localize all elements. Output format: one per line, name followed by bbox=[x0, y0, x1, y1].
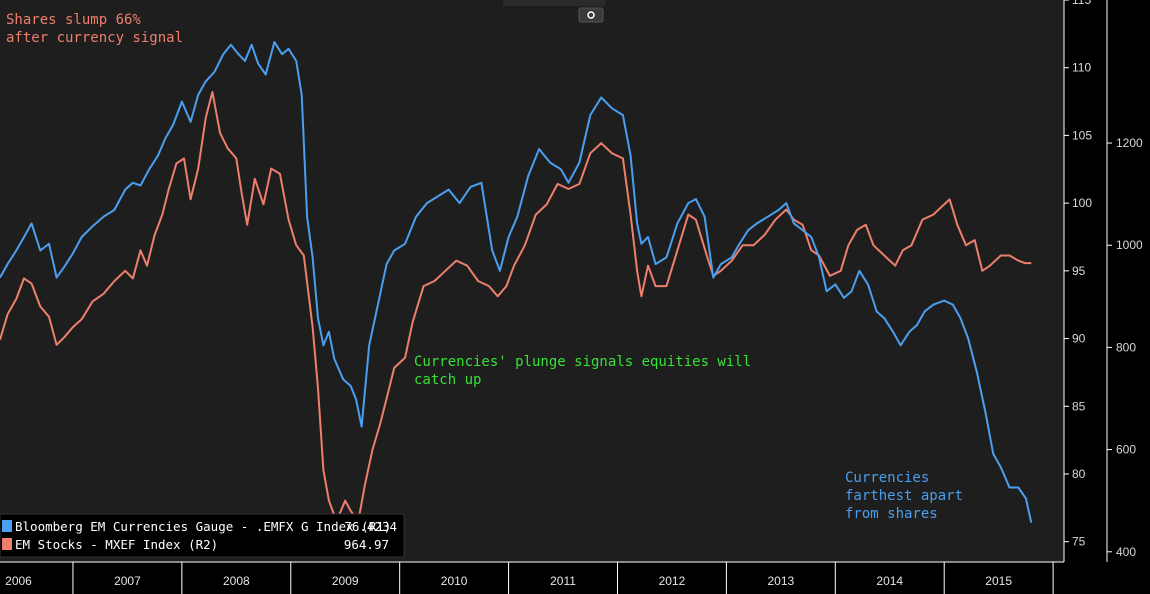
annotation-middle-line-1: Currencies' plunge signals equities will bbox=[414, 354, 751, 370]
legend-label-stocks: EM Stocks - MXEF Index (R2) bbox=[15, 537, 218, 552]
r2-tick-label: 1000 bbox=[1116, 238, 1143, 252]
legend-value-currencies: 76.4234 bbox=[344, 519, 397, 534]
r2-tick-label: 400 bbox=[1116, 545, 1136, 559]
right-axes: 75 80 85 90 95 100 105 110 115 400 600 800 1000 1200 bbox=[1063, 0, 1143, 562]
r1-tick-label: 105 bbox=[1072, 128, 1092, 142]
x-tick-label: 2006 bbox=[5, 574, 32, 588]
annotation-top-left-line-2: after currency signal bbox=[6, 30, 183, 46]
x-tick-label: 2009 bbox=[332, 574, 359, 588]
legend-background bbox=[0, 513, 405, 558]
x-tick-label: 2008 bbox=[223, 574, 250, 588]
x-tick-label: 2013 bbox=[767, 574, 794, 588]
r1-tick-label: 80 bbox=[1072, 467, 1086, 481]
annotation-bottom-right-line-1: Currencies bbox=[845, 470, 929, 486]
r1-tick-label: 90 bbox=[1072, 332, 1086, 346]
r1-tick-label: 100 bbox=[1072, 196, 1092, 210]
x-tick-label: 2014 bbox=[876, 574, 903, 588]
toolbar-background bbox=[503, 0, 605, 6]
toolbar bbox=[503, 0, 605, 23]
x-tick-label: 2015 bbox=[985, 574, 1012, 588]
plot-area bbox=[0, 0, 1064, 562]
x-tick-label: 2010 bbox=[441, 574, 468, 588]
x-tick-label: 2011 bbox=[550, 574, 576, 588]
annotation-top-left-line-1: Shares slump 66% bbox=[6, 12, 141, 28]
r2-tick-label: 600 bbox=[1116, 443, 1136, 457]
series-line-currencies bbox=[0, 41, 1033, 523]
legend-value-stocks: 964.97 bbox=[344, 537, 389, 552]
x-tick-label: 2007 bbox=[114, 574, 141, 588]
r1-tick-label: 85 bbox=[1072, 399, 1086, 413]
annotation-bottom-right-line-3: from shares bbox=[845, 506, 938, 522]
legend-label-currencies: Bloomberg EM Currencies Gauge - .EMFX G … bbox=[15, 519, 391, 534]
toolbar-button-options[interactable] bbox=[578, 7, 604, 23]
r1-tick-label: 95 bbox=[1072, 264, 1086, 278]
r2-tick-label: 1200 bbox=[1116, 136, 1143, 150]
series-lines bbox=[0, 41, 1033, 523]
annotation-bottom-right-line-2: farthest apart bbox=[845, 488, 963, 504]
x-axis-background bbox=[0, 562, 1064, 594]
series-line-stocks bbox=[0, 91, 1032, 523]
x-axis: 2006 2007 2008 2009 2010 2011 2012 2013 2014 2015 bbox=[0, 561, 1064, 594]
r1-tick-label: 115 bbox=[1072, 0, 1091, 7]
r1-tick-label: 110 bbox=[1072, 61, 1091, 75]
legend-swatch-currencies bbox=[2, 520, 12, 532]
r1-tick-label: 75 bbox=[1072, 535, 1086, 549]
settings-icon[interactable] bbox=[587, 11, 595, 19]
legend: Bloomberg EM Currencies Gauge - .EMFX G … bbox=[0, 513, 405, 558]
annotation-middle-line-2: catch up bbox=[414, 372, 481, 388]
r2-tick-label: 800 bbox=[1116, 340, 1136, 354]
x-tick-label: 2012 bbox=[659, 574, 686, 588]
legend-swatch-stocks bbox=[2, 538, 12, 550]
